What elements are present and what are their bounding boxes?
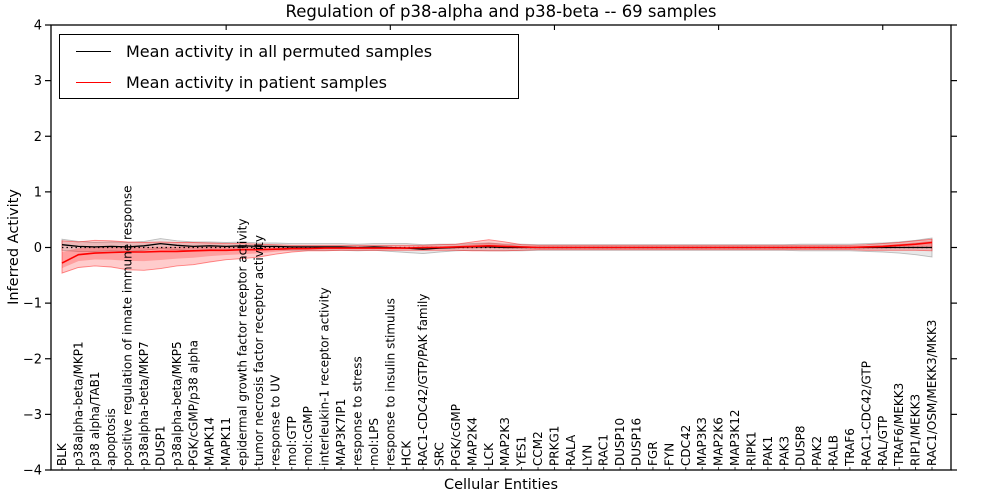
x-tick-label: PAK3 xyxy=(777,436,791,466)
x-tick-label: PAK2 xyxy=(810,436,824,466)
chart-title: Regulation of p38-alpha and p38-beta -- … xyxy=(285,2,717,21)
x-tick-label: MAPK14 xyxy=(203,417,217,466)
x-tick-label: DUSP1 xyxy=(154,425,168,466)
y-tick-label: −4 xyxy=(23,464,42,479)
x-tick-label: p38alpha-beta/MKP7 xyxy=(137,341,151,466)
x-tick-label: apoptosis xyxy=(104,408,118,466)
x-tick-label: RAL/GTP xyxy=(876,416,890,466)
y-tick-label: −3 xyxy=(23,408,42,423)
x-tick-label: p38alpha-beta/MKP5 xyxy=(170,341,184,466)
x-axis-label: Cellular Entities xyxy=(443,477,559,493)
x-tick-label: LCK xyxy=(482,442,496,466)
x-tick-label: p38 alpha/TAB1 xyxy=(88,372,102,466)
y-tick-label: −2 xyxy=(23,352,42,367)
x-tick-label: positive regulation of innate immune res… xyxy=(121,186,135,466)
y-axis-label: Inferred Activity xyxy=(6,189,22,305)
x-tick-label: interleukin-1 receptor activity xyxy=(318,287,332,466)
x-tick-label: FGR xyxy=(646,441,660,466)
x-tick-label: HCK xyxy=(400,440,414,466)
x-tick-label: mol:GTP xyxy=(285,416,299,466)
x-tick-label: CCM2 xyxy=(531,431,545,466)
x-tick-label: RIPK1 xyxy=(744,431,758,466)
x-tick-label: DUSP10 xyxy=(613,418,627,466)
x-tick-label: RAC1 xyxy=(597,434,611,466)
legend-item-patient: Mean activity in patient samples xyxy=(60,67,518,98)
x-tick-label: CDC42 xyxy=(679,425,693,466)
y-tick-label: 1 xyxy=(34,185,42,200)
x-tick-label: DUSP16 xyxy=(630,418,644,466)
legend: Mean activity in all permuted samples Me… xyxy=(59,34,519,99)
y-tick-label: 4 xyxy=(34,19,42,34)
x-tick-label: tumor necrosis factor receptor activity xyxy=(252,235,266,466)
x-tick-label: mol:LPS xyxy=(367,418,381,466)
x-tick-label: SRC xyxy=(433,442,447,466)
x-tick-label: epidermal growth factor receptor activit… xyxy=(236,219,250,466)
x-tick-label: RAC1-CDC42/GTP/PAK family xyxy=(416,294,430,466)
x-tick-label: PAK1 xyxy=(761,436,775,466)
legend-label-permuted: Mean activity in all permuted samples xyxy=(126,41,433,61)
x-tick-label: RIP1/MEKK3 xyxy=(909,394,923,466)
y-tick-label: 0 xyxy=(34,241,42,256)
x-tick-label: RALA xyxy=(564,434,578,466)
x-tick-label: p38alpha-beta/MKP1 xyxy=(71,341,85,466)
x-tick-label: PGK/cGMP xyxy=(449,404,463,466)
x-tick-label: mol:cGMP xyxy=(301,406,315,466)
x-tick-label: BLK xyxy=(55,442,69,466)
x-tick-label: RAC1-CDC42/GTP xyxy=(859,361,873,466)
legend-line-patient-icon xyxy=(76,81,111,83)
legend-line-permuted-icon xyxy=(76,50,111,52)
x-tick-label: MAP2K4 xyxy=(465,417,479,466)
x-tick-label: RALB xyxy=(827,435,841,466)
x-tick-label: MAPK11 xyxy=(219,417,233,466)
x-tick-label: RAC1/OSM/MEKK3/MKK3 xyxy=(925,320,939,466)
x-tick-label: TRAF6/MEKK3 xyxy=(892,383,906,467)
x-tick-label: LYN xyxy=(580,445,594,466)
x-tick-label: MAP2K3 xyxy=(498,417,512,466)
legend-item-permuted: Mean activity in all permuted samples xyxy=(60,36,518,67)
x-tick-label: response to UV xyxy=(268,374,282,466)
x-tick-label: TRAF6 xyxy=(843,428,857,467)
patient-mean-line xyxy=(61,241,933,264)
x-tick-label: FYN xyxy=(662,443,676,466)
x-tick-label: MAP3K3 xyxy=(695,417,709,466)
x-tick-label: YES1 xyxy=(515,436,529,467)
x-tick-label: DUSP8 xyxy=(794,425,808,466)
y-tick-label: 2 xyxy=(34,130,42,145)
y-tick-label: −1 xyxy=(23,297,42,312)
x-tick-label: PRKG1 xyxy=(548,426,562,466)
x-tick-label: response to insulin stimulus xyxy=(383,298,397,466)
legend-label-patient: Mean activity in patient samples xyxy=(126,72,387,92)
x-tick-label: MAP2K6 xyxy=(712,417,726,466)
y-tick-label: 3 xyxy=(34,74,42,89)
x-tick-label: response to stress xyxy=(351,356,365,466)
x-tick-label: MAP3K7IP1 xyxy=(334,399,348,466)
x-tick-label: MAP3K12 xyxy=(728,409,742,466)
x-tick-label: PGK/cGMP/p38 alpha xyxy=(186,340,200,466)
